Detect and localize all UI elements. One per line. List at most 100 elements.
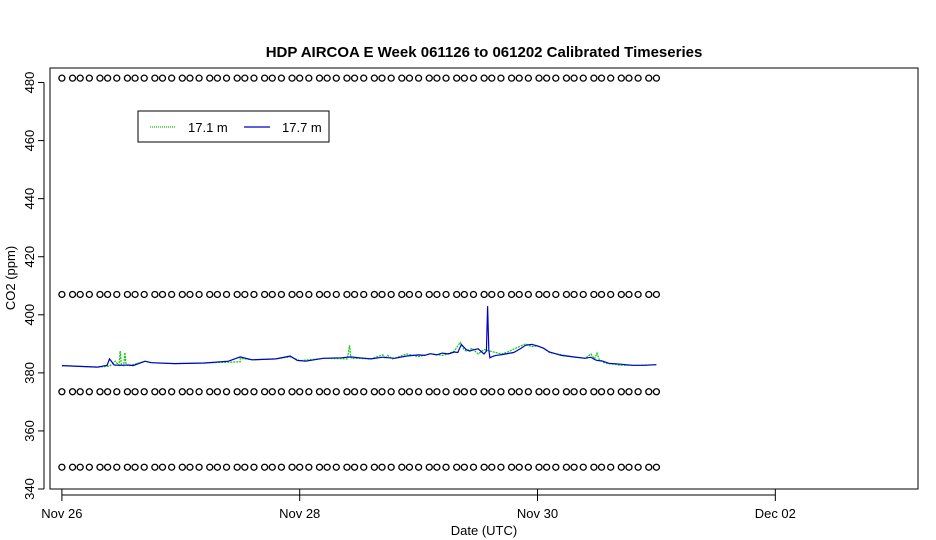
marker-point	[332, 388, 340, 396]
y-tick-label: 420	[22, 246, 37, 268]
marker-point	[305, 74, 313, 82]
marker-point	[480, 290, 488, 299]
marker-point	[552, 74, 560, 82]
marker-point	[562, 290, 571, 299]
marker-point	[535, 290, 543, 299]
marker-point	[360, 74, 368, 82]
marker-point	[260, 74, 269, 82]
marker-point	[405, 463, 414, 471]
marker-point	[552, 463, 560, 471]
marker-point	[103, 463, 112, 471]
marker-point	[103, 74, 112, 82]
marker-point	[442, 74, 450, 82]
marker-point	[343, 290, 351, 299]
marker-point	[58, 463, 66, 471]
marker-point	[323, 290, 331, 299]
marker-point	[323, 463, 331, 471]
marker-point	[213, 290, 222, 299]
marker-point	[634, 74, 642, 82]
marker-point	[488, 463, 496, 471]
marker-point	[480, 74, 488, 82]
marker-point	[590, 74, 598, 82]
marker-point	[167, 388, 176, 396]
marker-point	[360, 290, 368, 299]
marker-point	[103, 290, 112, 299]
marker-point	[68, 463, 77, 471]
marker-point	[535, 74, 543, 82]
marker-point	[370, 388, 379, 396]
marker-point	[277, 290, 286, 299]
marker-point	[398, 388, 406, 396]
marker-point	[543, 290, 551, 299]
marker-point	[123, 463, 132, 471]
y-axis-label: CO2 (ppm)	[3, 246, 18, 310]
marker-point	[151, 388, 159, 396]
marker-point	[222, 74, 231, 82]
marker-point	[113, 74, 121, 82]
marker-point	[68, 74, 77, 82]
marker-point	[590, 290, 598, 299]
marker-point	[488, 290, 496, 299]
marker-point	[195, 74, 203, 82]
marker-point	[433, 290, 441, 299]
marker-point	[398, 290, 406, 299]
marker-point	[131, 290, 139, 299]
marker-point	[524, 290, 533, 299]
marker-point	[195, 388, 203, 396]
marker-point	[535, 388, 543, 396]
marker-point	[167, 74, 176, 82]
marker-point	[433, 463, 441, 471]
marker-point	[625, 74, 633, 82]
marker-point	[617, 74, 625, 82]
x-tick-label: Dec 02	[755, 506, 796, 521]
marker-point	[617, 463, 625, 471]
marker-point	[634, 388, 642, 396]
plot-frame	[49, 67, 919, 490]
x-tick-label: Nov 28	[279, 506, 320, 521]
marker-point	[151, 290, 159, 299]
marker-point	[85, 463, 93, 471]
marker-point	[515, 388, 523, 396]
marker-point	[131, 74, 139, 82]
marker-point	[158, 463, 167, 471]
marker-point	[305, 290, 313, 299]
marker-point	[96, 74, 104, 82]
marker-point	[524, 74, 533, 82]
marker-point	[460, 388, 468, 396]
marker-point	[645, 388, 653, 396]
marker-point	[206, 74, 214, 82]
marker-point	[268, 290, 276, 299]
marker-point	[206, 388, 214, 396]
marker-point	[488, 388, 496, 396]
x-axis-label: Date (UTC)	[451, 523, 517, 538]
series-line-2	[61, 306, 657, 368]
marker-point	[652, 74, 661, 82]
marker-point	[241, 290, 249, 299]
marker-point	[158, 290, 167, 299]
marker-point	[460, 74, 468, 82]
marker-point	[597, 290, 606, 299]
marker-point	[414, 388, 423, 396]
marker-point	[442, 388, 450, 396]
marker-rows	[58, 74, 661, 471]
marker-point	[140, 388, 148, 396]
marker-point	[590, 463, 598, 471]
marker-point	[305, 388, 313, 396]
marker-point	[497, 388, 505, 396]
marker-point	[360, 388, 368, 396]
marker-point	[151, 74, 159, 82]
marker-point	[206, 290, 214, 299]
marker-point	[507, 388, 516, 396]
marker-point	[58, 388, 66, 396]
marker-point	[469, 463, 478, 471]
marker-point	[76, 463, 84, 471]
marker-point	[140, 74, 148, 82]
marker-point	[378, 463, 386, 471]
marker-point	[433, 388, 441, 396]
marker-point	[370, 74, 379, 82]
marker-point	[370, 290, 379, 299]
marker-point	[453, 463, 461, 471]
marker-point	[425, 388, 433, 396]
marker-point	[378, 74, 386, 82]
marker-point	[425, 463, 433, 471]
